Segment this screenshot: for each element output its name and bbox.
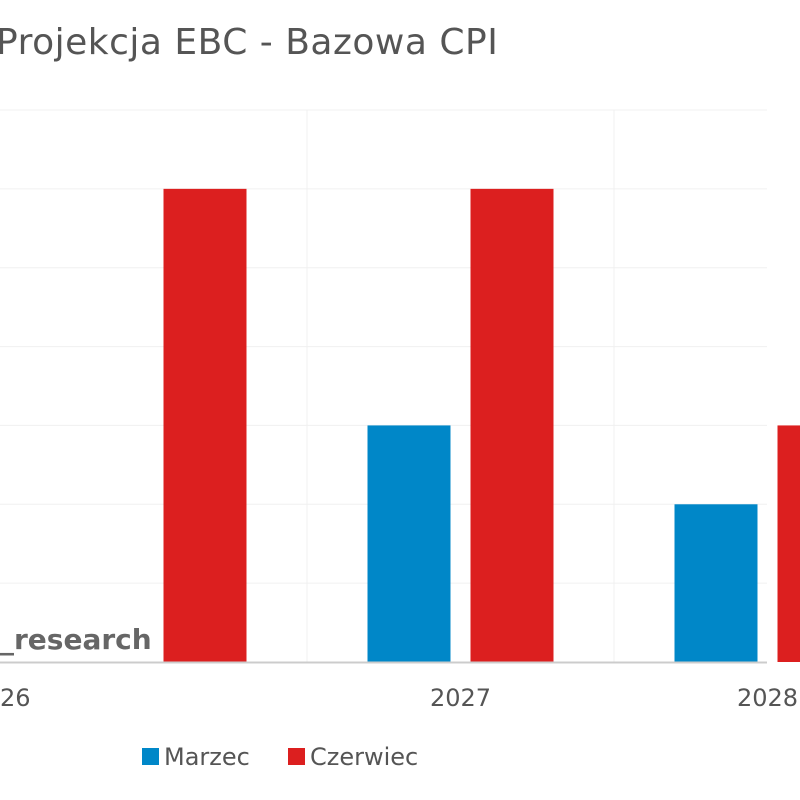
x-tick-labels: 26 2027 2028: [0, 684, 798, 712]
bar-czerwiec-2027: [470, 188, 554, 662]
x-tick-label: 26: [0, 684, 31, 712]
legend: Marzec Czerwiec: [142, 743, 418, 771]
bar-czerwiec-2026: [163, 188, 247, 662]
legend-swatch-marzec: [142, 748, 159, 765]
chart-title: Projekcja EBC - Bazowa CPI: [0, 22, 499, 63]
watermark-text: _research: [0, 623, 152, 656]
legend-label-czerwiec: Czerwiec: [310, 743, 418, 771]
x-tick-label: 2028: [737, 684, 798, 712]
x-tick-label: 2027: [430, 684, 491, 712]
legend-label-marzec: Marzec: [164, 743, 250, 771]
bar-group: [163, 188, 800, 662]
bar-czerwiec-2028: [777, 425, 800, 662]
bar-marzec-2027: [367, 425, 451, 662]
legend-swatch-czerwiec: [288, 748, 305, 765]
bar-marzec-2028: [674, 504, 758, 662]
